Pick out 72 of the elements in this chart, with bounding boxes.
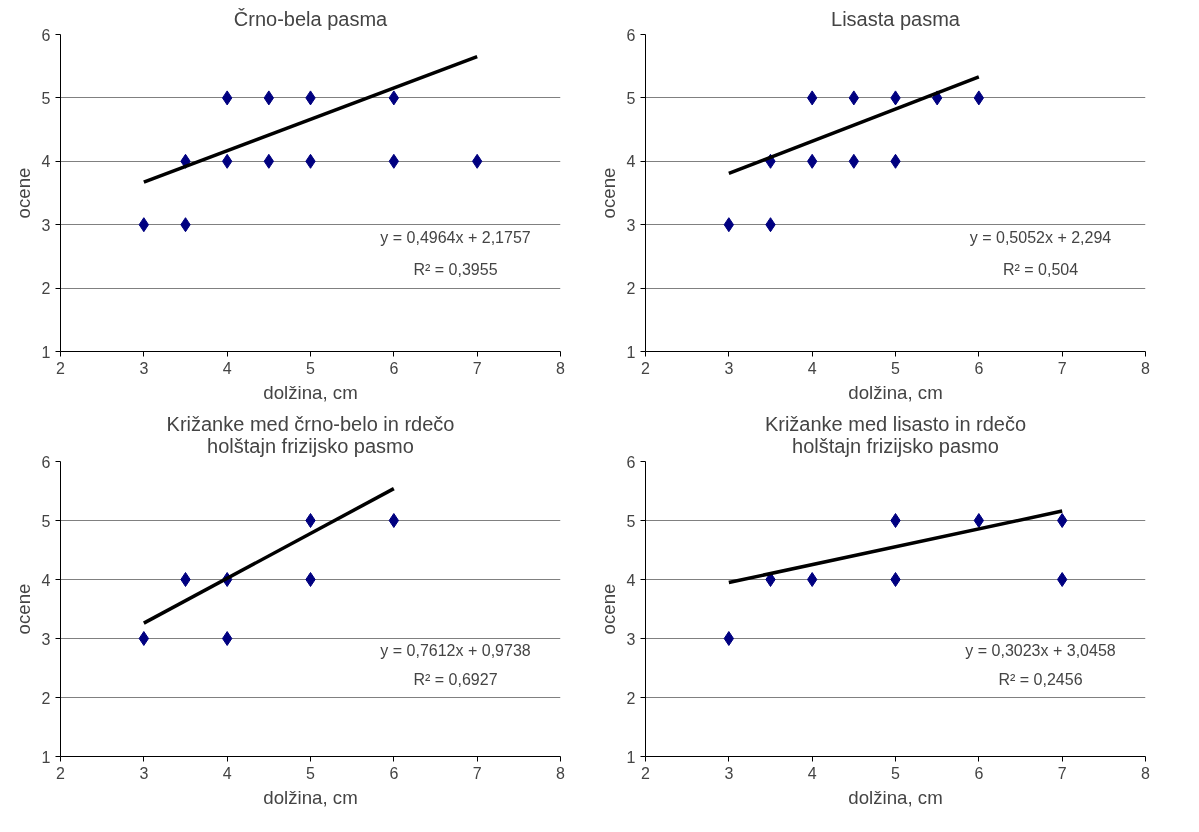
x-tick-label: 6 bbox=[389, 359, 399, 377]
x-axis-title: dolžina, cm bbox=[848, 786, 943, 808]
x-tick-label: 6 bbox=[974, 764, 984, 782]
x-tick-label: 2 bbox=[56, 359, 66, 377]
y-tick-label: 1 bbox=[41, 748, 51, 766]
x-tick-label: 2 bbox=[56, 764, 66, 782]
y-tick-label: 4 bbox=[626, 153, 636, 171]
x-tick-label: 7 bbox=[472, 764, 482, 782]
y-tick-label: 4 bbox=[626, 571, 636, 589]
chart-title: Križanke med lisasto in rdečo holštajn frizijsko pasmo bbox=[764, 412, 1027, 457]
x-tick-label: 5 bbox=[891, 359, 901, 377]
y-axis-title: ocene bbox=[12, 583, 34, 635]
chart-title: Lisasta pasma bbox=[831, 7, 961, 30]
x-tick-label: 3 bbox=[139, 764, 149, 782]
y-tick-label: 5 bbox=[41, 512, 51, 530]
annotation: y = 0,5052x + 2,294 bbox=[969, 228, 1112, 246]
x-tick-label: 6 bbox=[389, 764, 399, 782]
y-tick-label: 4 bbox=[41, 571, 51, 589]
y-tick-label: 3 bbox=[41, 216, 51, 234]
y-tick-label: 6 bbox=[626, 453, 636, 471]
x-axis-title: dolžina, cm bbox=[263, 786, 358, 808]
y-tick-label: 5 bbox=[626, 512, 636, 530]
y-tick-label: 2 bbox=[626, 689, 636, 707]
y-tick-label: 5 bbox=[626, 89, 636, 107]
x-tick-label: 8 bbox=[1141, 764, 1151, 782]
y-tick-label: 1 bbox=[626, 343, 636, 361]
x-tick-label: 8 bbox=[556, 764, 566, 782]
y-tick-label: 3 bbox=[626, 216, 636, 234]
x-tick-label: 5 bbox=[306, 359, 316, 377]
y-tick-label: 1 bbox=[626, 748, 636, 766]
annotation: y = 0,3023x + 3,0458 bbox=[965, 641, 1116, 659]
x-tick-label: 4 bbox=[222, 359, 232, 377]
y-tick-label: 2 bbox=[626, 280, 636, 298]
x-tick-label: 7 bbox=[1057, 359, 1067, 377]
x-tick-label: 2 bbox=[641, 764, 651, 782]
x-tick-label: 3 bbox=[724, 764, 734, 782]
x-axis-title: dolžina, cm bbox=[848, 381, 943, 403]
y-axis-title: ocene bbox=[597, 167, 619, 219]
annotation: R² = 0,6927 bbox=[413, 671, 498, 689]
annotation: y = 0,7612x + 0,9738 bbox=[380, 641, 531, 659]
y-tick-label: 3 bbox=[41, 630, 51, 648]
chart-title: Križanke med črno-belo in rdečo holštajn frizijsko pasmo bbox=[166, 412, 455, 457]
y-tick-label: 6 bbox=[41, 26, 51, 44]
x-tick-label: 2 bbox=[641, 359, 651, 377]
x-tick-label: 3 bbox=[139, 359, 149, 377]
x-tick-label: 5 bbox=[306, 764, 316, 782]
x-tick-label: 4 bbox=[807, 764, 817, 782]
y-tick-label: 5 bbox=[41, 89, 51, 107]
x-tick-label: 7 bbox=[472, 359, 482, 377]
x-tick-label: 7 bbox=[1057, 764, 1067, 782]
x-tick-label: 6 bbox=[974, 359, 984, 377]
y-tick-label: 3 bbox=[626, 630, 636, 648]
x-tick-label: 8 bbox=[1141, 359, 1151, 377]
y-tick-label: 2 bbox=[41, 280, 51, 298]
x-tick-label: 4 bbox=[222, 764, 232, 782]
x-tick-label: 4 bbox=[807, 359, 817, 377]
y-tick-label: 1 bbox=[41, 343, 51, 361]
x-tick-label: 8 bbox=[556, 359, 566, 377]
y-tick-label: 2 bbox=[41, 689, 51, 707]
annotation: R² = 0,3955 bbox=[413, 260, 498, 278]
x-tick-label: 5 bbox=[891, 764, 901, 782]
y-axis-title: ocene bbox=[597, 583, 619, 635]
annotation: R² = 0,2456 bbox=[998, 671, 1083, 689]
x-axis-title: dolžina, cm bbox=[263, 381, 358, 403]
y-tick-label: 6 bbox=[41, 453, 51, 471]
y-tick-label: 6 bbox=[626, 26, 636, 44]
annotation: R² = 0,504 bbox=[1002, 260, 1079, 278]
annotation: y = 0,4964x + 2,1757 bbox=[380, 228, 531, 246]
y-tick-label: 4 bbox=[41, 153, 51, 171]
y-axis-title: ocene bbox=[12, 167, 34, 219]
x-tick-label: 3 bbox=[724, 359, 734, 377]
chart-title: Črno-bela pasma bbox=[233, 7, 389, 30]
